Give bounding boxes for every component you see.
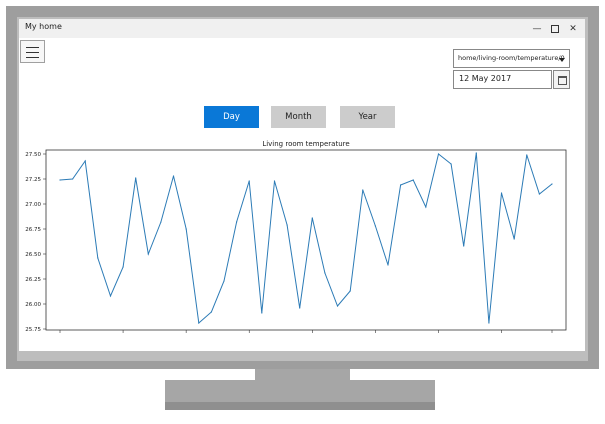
x-axis [59, 330, 553, 333]
calendar-button[interactable] [553, 70, 570, 89]
data-point [122, 266, 124, 268]
title-bar: My home — ✕ [19, 19, 585, 38]
date-input[interactable]: 12 May 2017 [453, 70, 552, 89]
close-icon: ✕ [569, 23, 577, 34]
data-point [210, 311, 212, 313]
y-axis: 25.75 26.00 26.25 26.50 26.75 27.00 27.25 27.50 [25, 152, 46, 333]
window-title: My home [25, 22, 62, 31]
minimize-button[interactable]: — [529, 21, 545, 36]
maximize-button[interactable] [547, 21, 563, 36]
maximize-icon [551, 24, 559, 33]
data-point [236, 221, 238, 223]
data-point [437, 153, 440, 155]
data-point [84, 160, 86, 162]
data-point [349, 290, 351, 292]
tab-year[interactable]: Year [340, 106, 395, 128]
data-point [538, 193, 540, 195]
chevron-down-icon [559, 58, 565, 62]
data-point [475, 152, 477, 154]
data-point [311, 217, 313, 219]
plot-area-frame [45, 149, 567, 331]
data-point [248, 180, 250, 182]
close-button[interactable]: ✕ [565, 21, 581, 36]
data-point [513, 238, 515, 240]
chart-title: Living room temperature [262, 140, 349, 148]
data-point [97, 257, 99, 259]
tab-month[interactable]: Month [271, 106, 326, 128]
data-point [109, 295, 112, 297]
window-controls: — ✕ [527, 21, 581, 36]
calendar-icon [558, 76, 567, 85]
y-tick-label: 26.00 [25, 302, 41, 308]
data-point [425, 206, 427, 208]
y-tick-label: 26.50 [25, 252, 41, 258]
data-point [450, 163, 452, 165]
data-point [336, 305, 339, 307]
series-group [59, 152, 553, 324]
data-point [362, 189, 364, 191]
y-tick-label: 26.75 [25, 227, 41, 233]
data-point [551, 183, 553, 185]
data-point [223, 280, 225, 282]
temperature-line-chart: Living room temperature 25.7526.0026.252… [25, 140, 567, 333]
data-point [185, 228, 187, 230]
data-point [261, 312, 263, 314]
hamburger-menu-button[interactable] [20, 40, 45, 63]
series-line-temperature [59, 152, 553, 324]
minimize-icon: — [532, 23, 542, 34]
data-point [172, 175, 175, 177]
data-point [147, 253, 149, 255]
y-tick-label: 25.75 [25, 327, 41, 333]
data-point [374, 225, 376, 227]
data-point [299, 307, 301, 309]
data-point [463, 245, 465, 247]
data-point [387, 264, 389, 266]
y-tick-label: 27.50 [25, 152, 41, 158]
y-tick-label: 27.25 [25, 177, 41, 183]
monitor-stand-base-shadow [165, 402, 435, 410]
data-point [500, 192, 503, 194]
data-point [412, 179, 414, 181]
y-tick-label: 26.25 [25, 277, 41, 283]
sensor-path-select[interactable]: home/living-room/temperature/0 [453, 49, 570, 68]
tab-day[interactable]: Day [204, 106, 259, 128]
data-point [273, 180, 276, 182]
data-point [59, 179, 61, 181]
app-window: My home — ✕ home/living-room/temperature… [19, 19, 585, 351]
date-value: 12 May 2017 [459, 74, 512, 83]
data-point [286, 224, 288, 226]
data-point [135, 177, 137, 179]
data-point [160, 221, 162, 223]
data-point [72, 178, 74, 180]
data-point [526, 154, 528, 156]
sensor-path-value: home/living-room/temperature/0 [458, 54, 565, 62]
data-point [324, 272, 326, 274]
y-tick-label: 27.00 [25, 202, 41, 208]
data-point [488, 322, 490, 324]
data-point [198, 322, 200, 324]
data-point [400, 184, 402, 186]
